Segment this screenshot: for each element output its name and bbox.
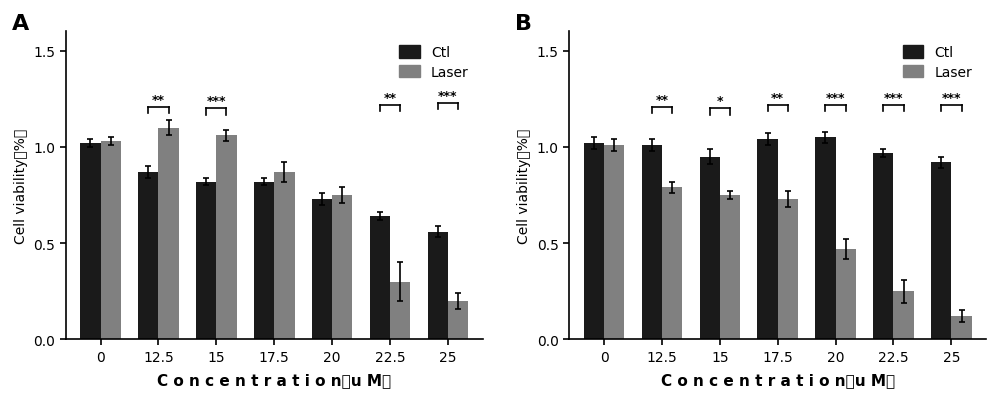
- Text: A: A: [12, 14, 29, 34]
- Bar: [138, 172, 158, 340]
- Bar: [604, 146, 624, 340]
- Y-axis label: Cell viability（%）: Cell viability（%）: [14, 128, 28, 243]
- Text: **: **: [384, 91, 397, 104]
- Text: ***: ***: [884, 91, 903, 104]
- Y-axis label: Cell viability（%）: Cell viability（%）: [517, 128, 531, 243]
- Bar: [448, 301, 468, 340]
- Bar: [584, 144, 604, 340]
- Text: ***: ***: [438, 89, 458, 102]
- Text: ***: ***: [942, 91, 961, 104]
- X-axis label: C o n c e n t r a t i o n（u M）: C o n c e n t r a t i o n（u M）: [661, 372, 895, 387]
- Bar: [274, 172, 295, 340]
- Bar: [254, 182, 274, 340]
- Bar: [312, 199, 332, 340]
- Bar: [700, 157, 720, 340]
- X-axis label: C o n c e n t r a t i o n（u M）: C o n c e n t r a t i o n（u M）: [157, 372, 391, 387]
- Text: ***: ***: [826, 91, 845, 104]
- Bar: [873, 153, 893, 340]
- Text: **: **: [655, 93, 668, 106]
- Bar: [80, 144, 101, 340]
- Bar: [951, 316, 972, 340]
- Bar: [778, 199, 798, 340]
- Bar: [720, 196, 740, 340]
- Bar: [216, 136, 237, 340]
- Bar: [101, 142, 121, 340]
- Bar: [332, 196, 352, 340]
- Bar: [815, 138, 836, 340]
- Bar: [893, 292, 914, 340]
- Legend: Ctl, Laser: Ctl, Laser: [896, 39, 979, 87]
- Text: *: *: [717, 95, 723, 108]
- Text: ***: ***: [207, 95, 226, 108]
- Bar: [428, 232, 448, 340]
- Bar: [642, 146, 662, 340]
- Bar: [836, 249, 856, 340]
- Bar: [370, 217, 390, 340]
- Legend: Ctl, Laser: Ctl, Laser: [392, 39, 476, 87]
- Text: B: B: [515, 14, 532, 34]
- Bar: [196, 182, 216, 340]
- Bar: [390, 282, 410, 340]
- Bar: [757, 140, 778, 340]
- Bar: [931, 163, 951, 340]
- Text: **: **: [152, 93, 165, 106]
- Text: **: **: [771, 91, 784, 104]
- Bar: [158, 128, 179, 340]
- Bar: [662, 188, 682, 340]
